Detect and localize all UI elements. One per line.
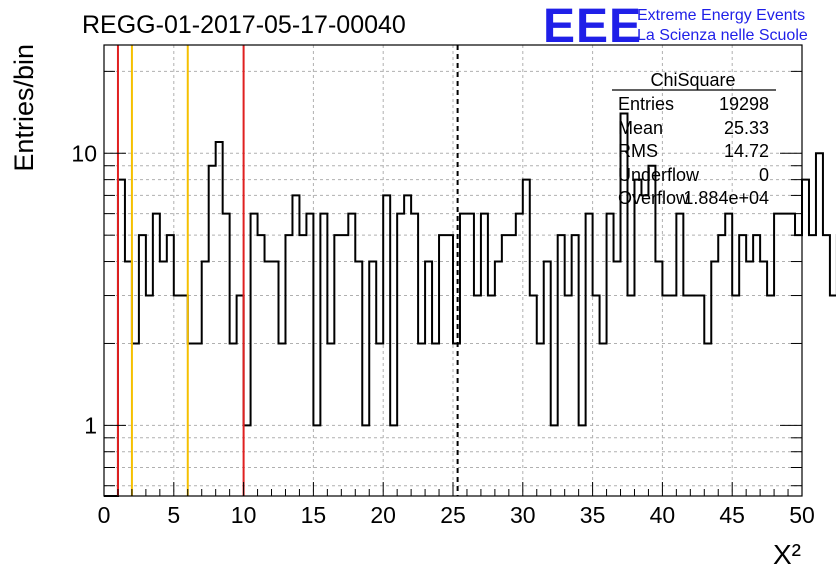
stats-label: Entries bbox=[618, 94, 674, 114]
eee-logo: EEE Extreme Energy Events La Scienza nel… bbox=[543, 0, 808, 53]
axis-ticks: 0 5 10 15 20 25 30 35 40 45 50 1 10 bbox=[71, 70, 815, 528]
x-tick-label: 20 bbox=[370, 502, 396, 528]
x-tick-label: 50 bbox=[789, 502, 815, 528]
stats-value: 25.33 bbox=[724, 118, 769, 138]
histogram-outline bbox=[104, 112, 836, 497]
x-tick-label: 30 bbox=[510, 502, 536, 528]
stats-box: ChiSquare Entries 19298 Mean 25.33 RMS 1… bbox=[612, 70, 776, 208]
y-axis-label: Entries/bin bbox=[9, 44, 39, 172]
stats-value: 14.72 bbox=[724, 141, 769, 161]
y-tick-label: 10 bbox=[71, 140, 97, 166]
stats-label: Underflow bbox=[618, 165, 700, 185]
logo-line-2: La Scienza nelle Scuole bbox=[637, 27, 808, 44]
x-tick-label: 40 bbox=[650, 502, 676, 528]
stats-value: 1.884e+04 bbox=[683, 188, 769, 208]
x-tick-label: 45 bbox=[719, 502, 745, 528]
run-title: REGG-01-2017-05-17-00040 bbox=[82, 11, 406, 39]
x-tick-label: 5 bbox=[167, 502, 180, 528]
stats-label: Mean bbox=[618, 118, 663, 138]
stats-label: RMS bbox=[618, 141, 658, 161]
x-axis-label: X² bbox=[773, 539, 801, 570]
logo-line-1: Extreme Energy Events bbox=[637, 7, 805, 24]
logo-mark: EEE bbox=[543, 0, 642, 53]
x-tick-label: 25 bbox=[440, 502, 466, 528]
x-tick-label: 35 bbox=[580, 502, 606, 528]
x-tick-label: 0 bbox=[98, 502, 111, 528]
stats-value: 19298 bbox=[719, 94, 769, 114]
y-tick-label: 1 bbox=[84, 412, 97, 438]
x-tick-label: 15 bbox=[301, 502, 327, 528]
x-tick-label: 10 bbox=[231, 502, 257, 528]
stats-value: 0 bbox=[759, 165, 769, 185]
histogram-bins bbox=[104, 112, 836, 497]
stats-title: ChiSquare bbox=[650, 70, 735, 90]
stats-label: Overflow bbox=[618, 188, 690, 208]
reference-lines bbox=[116, 45, 459, 496]
